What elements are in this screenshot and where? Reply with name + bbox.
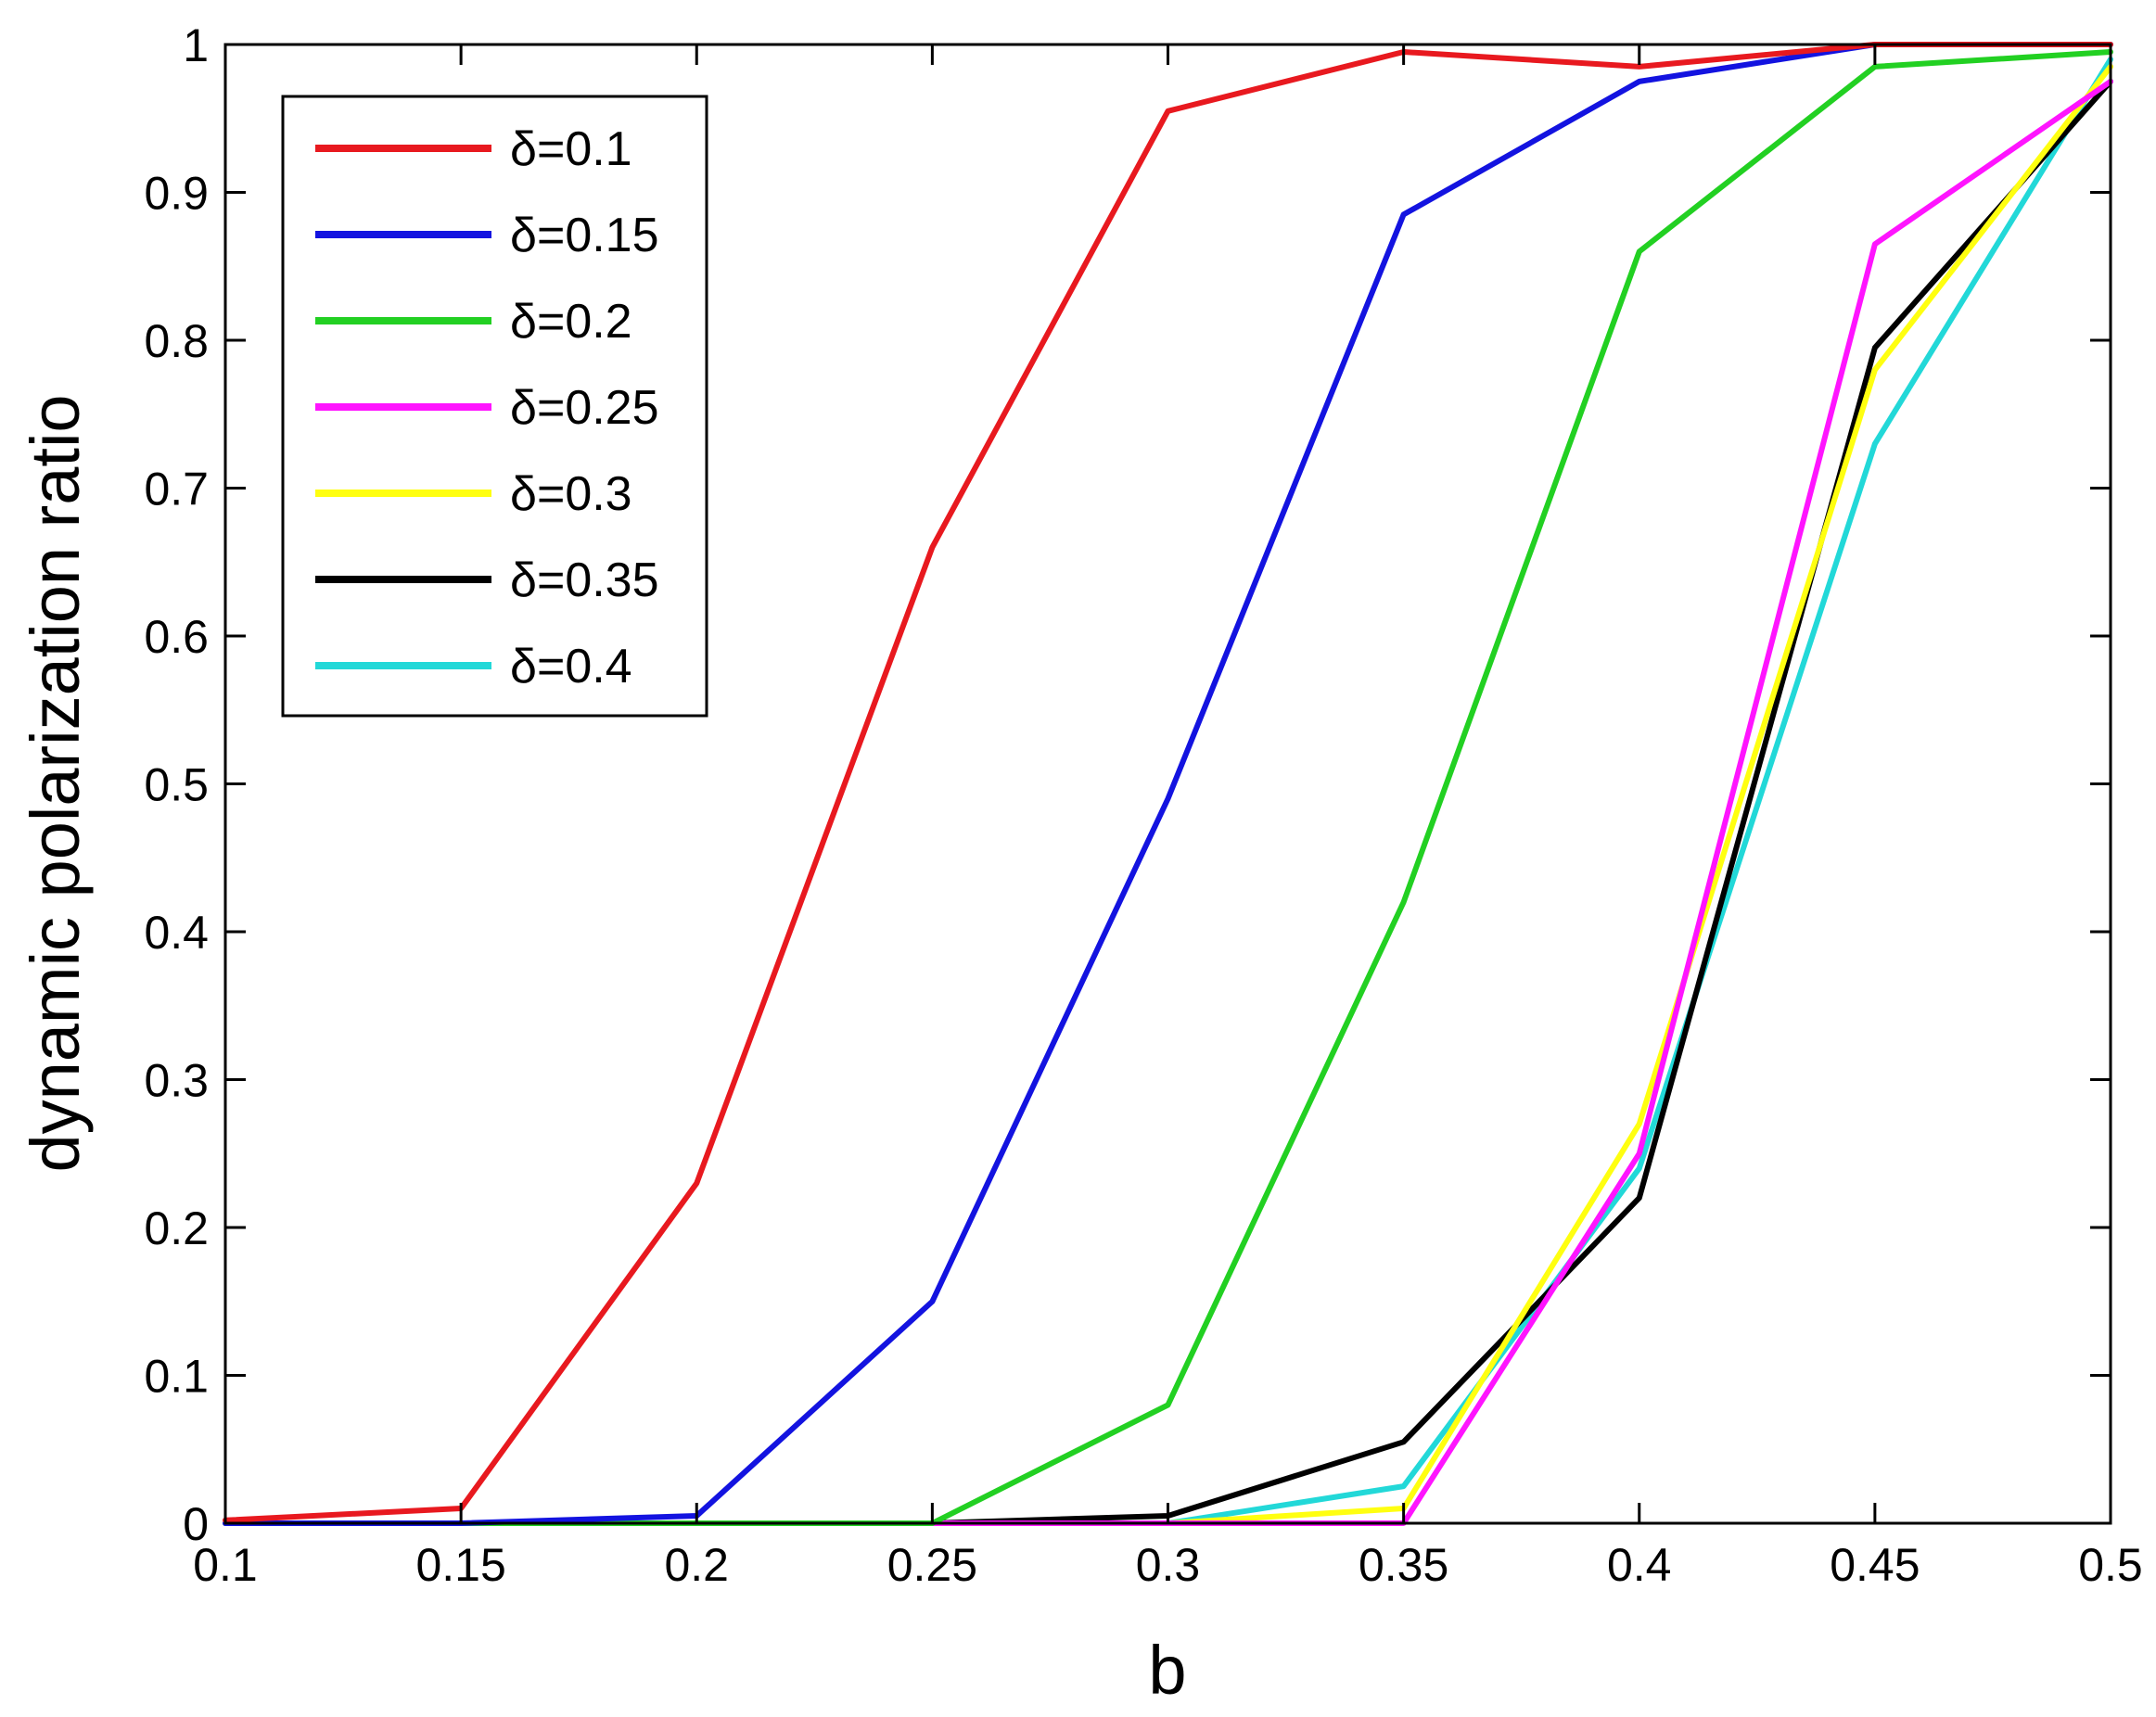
y-axis-label: dynamic polarization ratio xyxy=(17,394,94,1172)
y-tick-label: 0 xyxy=(183,1498,209,1550)
y-tick-label: 0.1 xyxy=(144,1351,209,1403)
x-tick-label: 0.3 xyxy=(1136,1539,1201,1591)
legend-label-2: δ=0.2 xyxy=(510,295,632,349)
x-tick-label: 0.5 xyxy=(2078,1539,2143,1591)
x-tick-label: 0.2 xyxy=(664,1539,729,1591)
legend-label-1: δ=0.15 xyxy=(510,209,659,262)
y-tick-label: 1 xyxy=(183,19,209,71)
x-tick-label: 0.45 xyxy=(1830,1539,1920,1591)
x-tick-label: 0.35 xyxy=(1359,1539,1448,1591)
axis-ticks: 0.1 0.15 0.2 0.25 0.3 0.35 0.4 0.45 0.500.10.20.… xyxy=(144,19,2142,1591)
y-tick-label: 0.6 xyxy=(144,611,209,663)
series-line-1 xyxy=(223,42,2113,1526)
legend-items: δ=0.1 δ=0.15 δ=0.2 δ=0.25 δ=0.3 δ=0.35 δ=0.4 xyxy=(315,122,659,693)
y-tick-label: 0.7 xyxy=(144,464,209,515)
y-tick-label: 0.9 xyxy=(144,168,209,220)
series-line-0 xyxy=(223,42,2113,1523)
legend-label-5: δ=0.35 xyxy=(510,553,659,607)
x-tick-label: 0.4 xyxy=(1607,1539,1672,1591)
plot-frame xyxy=(223,43,2112,1525)
x-tick-label: 0.1 xyxy=(193,1539,258,1591)
y-tick-label: 0.8 xyxy=(144,315,209,367)
y-tick-label: 0.3 xyxy=(144,1055,209,1107)
x-tick-label: 0.15 xyxy=(415,1539,505,1591)
legend-label-0: δ=0.1 xyxy=(510,122,632,176)
legend-label-4: δ=0.3 xyxy=(510,467,632,521)
y-tick-label: 0.2 xyxy=(144,1202,209,1254)
y-tick-label: 0.4 xyxy=(144,907,209,959)
x-axis-label: b xyxy=(1148,1632,1186,1709)
legend: δ=0.1 δ=0.15 δ=0.2 δ=0.25 δ=0.3 δ=0.35 δ=0.4 xyxy=(281,95,708,718)
legend-label-6: δ=0.4 xyxy=(510,640,632,693)
legend-label-3: δ=0.25 xyxy=(510,381,659,435)
y-tick-label: 0.5 xyxy=(144,759,209,811)
x-tick-label: 0.25 xyxy=(887,1539,977,1591)
